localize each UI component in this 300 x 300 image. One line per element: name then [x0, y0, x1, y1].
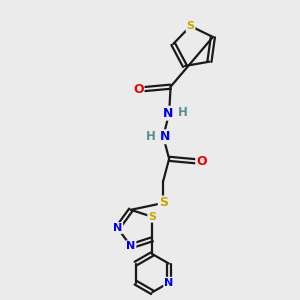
Text: N: N [126, 241, 136, 251]
Text: H: H [146, 130, 155, 143]
Text: N: N [163, 107, 173, 120]
Text: O: O [133, 83, 143, 96]
Text: S: S [187, 21, 194, 31]
Text: N: N [164, 278, 173, 288]
Text: O: O [196, 155, 207, 168]
Text: S: S [159, 196, 168, 209]
Text: H: H [177, 106, 187, 119]
Text: S: S [148, 212, 156, 222]
Text: N: N [160, 130, 170, 143]
Text: N: N [113, 223, 122, 233]
